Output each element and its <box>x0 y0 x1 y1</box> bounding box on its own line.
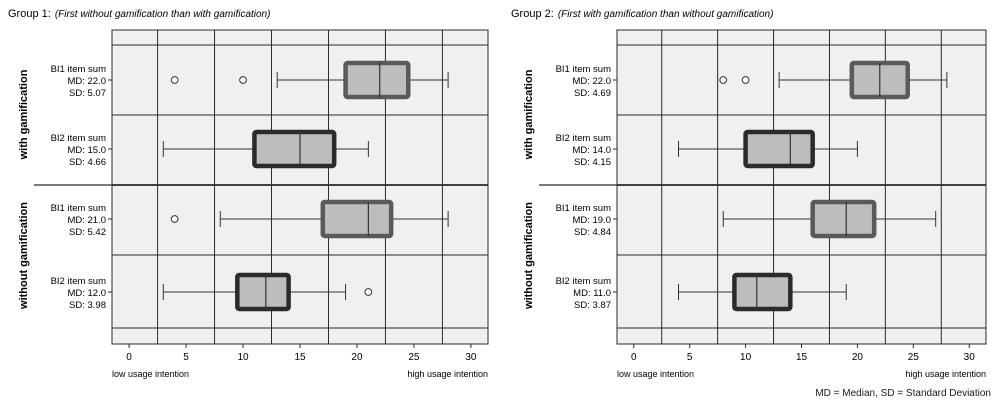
x-tick-label: 30 <box>964 352 976 363</box>
row-label-name: BI1 item sum <box>556 203 612 214</box>
chart-title-prefix: Group 2: <box>511 8 554 20</box>
x-tick-label: 30 <box>465 352 477 363</box>
row-label-md: MD: 12.0 <box>67 288 106 299</box>
outlier-point <box>741 76 750 84</box>
row-label-md: MD: 11.0 <box>573 288 611 299</box>
box <box>235 272 291 312</box>
row-label-sd: SD: 3.87 <box>574 300 611 311</box>
x-axis-label-low: low usage intention <box>112 369 189 379</box>
row-label-sd: SD: 5.07 <box>69 88 106 99</box>
x-tick-label: 5 <box>183 352 189 363</box>
row-label-name: BI2 item sum <box>51 276 107 287</box>
x-axis-label-high: high usage intention <box>407 369 488 379</box>
row-label-name: BI2 item sum <box>556 133 612 144</box>
row-label-sd: SD: 4.69 <box>574 88 611 99</box>
x-tick-label: 0 <box>631 352 637 363</box>
box <box>743 129 815 169</box>
chart-title: Group 2: (First with gamification than wi… <box>511 8 773 20</box>
group-label: without gamification <box>18 202 30 310</box>
x-tick-label: 0 <box>126 352 132 363</box>
row-label-md: MD: 14.0 <box>572 145 611 156</box>
row-label-name: BI2 item sum <box>51 133 107 144</box>
box <box>343 60 411 100</box>
row-label-sd: SD: 4.66 <box>69 157 106 168</box>
x-tick-label: 25 <box>408 352 420 363</box>
row-label-md: MD: 21.0 <box>67 215 106 226</box>
chart-title: Group 1: (First without gamification than… <box>8 8 270 20</box>
plot-area <box>111 29 489 345</box>
outlier-point <box>364 288 373 296</box>
x-axis-label-low: low usage intention <box>617 369 694 379</box>
x-tick-label: 20 <box>852 352 864 363</box>
x-tick-label: 20 <box>351 352 363 363</box>
row-label-sd: SD: 4.15 <box>574 157 611 168</box>
x-tick-label: 10 <box>740 352 752 363</box>
row-label-sd: SD: 3.98 <box>69 300 106 311</box>
x-tick-label: 10 <box>237 352 249 363</box>
x-tick-label: 5 <box>687 352 693 363</box>
outlier-point <box>170 215 179 223</box>
group-label: with gamification <box>523 69 535 160</box>
x-axis-label-high: high usage intention <box>905 369 986 379</box>
box <box>810 199 877 239</box>
row-label-name: BI2 item sum <box>556 276 612 287</box>
footnote: MD = Median, SD = Standard Deviation <box>815 388 991 399</box>
row-label-name: BI1 item sum <box>556 64 612 75</box>
box <box>320 199 394 239</box>
row-label-name: BI1 item sum <box>51 64 107 75</box>
row-label-md: MD: 19.0 <box>572 215 611 226</box>
chart-title-text: (First without gamification than with ga… <box>55 9 271 20</box>
plot-area <box>616 29 987 345</box>
x-tick-label: 25 <box>908 352 920 363</box>
x-tick-label: 15 <box>294 352 306 363</box>
box <box>252 129 337 169</box>
row-label-sd: SD: 4.84 <box>574 227 611 238</box>
box <box>732 272 793 312</box>
row-label-name: BI1 item sum <box>51 203 107 214</box>
x-tick-label: 15 <box>796 352 808 363</box>
row-label-md: MD: 22.0 <box>67 76 106 87</box>
row-label-md: MD: 22.0 <box>572 76 611 87</box>
outlier-point <box>239 76 247 84</box>
chart-panel-1: Group 1: (First without gamification than… <box>8 8 489 379</box>
outlier-point <box>719 76 728 84</box>
chart-title-text: (First with gamification than without ga… <box>558 9 774 20</box>
chart-panel-2: Group 2: (First with gamification than wi… <box>511 8 987 379</box>
group-label: without gamification <box>523 202 535 310</box>
chart-title-prefix: Group 1: <box>8 8 51 20</box>
group-label: with gamification <box>18 69 30 160</box>
row-label-md: MD: 15.0 <box>67 145 106 156</box>
outlier-point <box>170 76 179 84</box>
row-label-sd: SD: 5.42 <box>69 227 106 238</box>
